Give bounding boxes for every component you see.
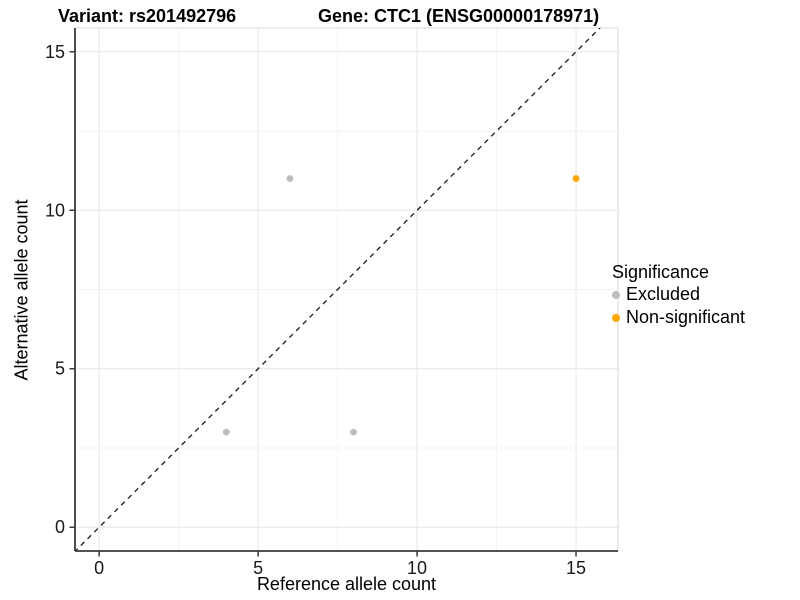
y-tick-label: 0 (55, 517, 65, 537)
x-axis-title: Reference allele count (256, 574, 437, 594)
legend-title: Significance (612, 262, 710, 282)
y-tick-label: 10 (45, 200, 65, 220)
data-point (222, 428, 230, 436)
excluded-dot-icon (612, 290, 620, 299)
legend-item-excluded: Excluded (612, 283, 745, 306)
y-tick-label: 5 (55, 359, 65, 379)
plot-panel: 0 5 10 15 0 5 10 15 (45, 27, 619, 578)
y-tick-label: 15 (45, 42, 65, 62)
legend-item-label: Non-significant (626, 307, 746, 327)
data-point (572, 175, 580, 182)
variant-title: Variant: rs201492796 (58, 6, 237, 26)
legend: Significance Excluded Non-significant (612, 261, 745, 329)
gene-title: Gene: CTC1 (ENSG00000178971) (318, 6, 600, 26)
y-axis-title: Alternative allele count (11, 199, 32, 381)
x-tick-label: 15 (566, 558, 586, 578)
x-tick-label: 0 (94, 558, 104, 578)
x-tick-label: 5 (253, 558, 263, 578)
identity-line (75, 28, 601, 551)
legend-item-label: Excluded (626, 284, 701, 304)
data-point (350, 428, 357, 436)
non-significant-dot-icon (612, 313, 620, 322)
legend-item-non-significant: Non-significant (612, 306, 745, 329)
data-point (286, 175, 294, 182)
x-tick-label: 10 (407, 558, 427, 578)
